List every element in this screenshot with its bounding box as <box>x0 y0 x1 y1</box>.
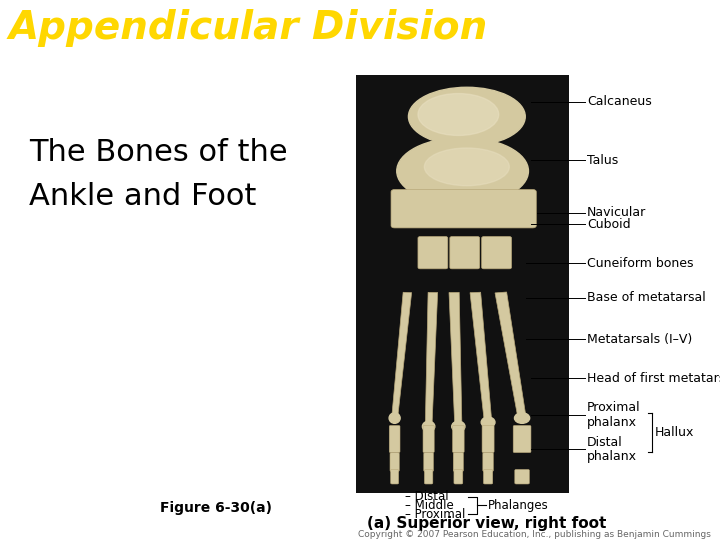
FancyBboxPatch shape <box>423 426 434 453</box>
FancyBboxPatch shape <box>513 426 531 453</box>
Ellipse shape <box>451 421 465 431</box>
Text: Phalanges: Phalanges <box>488 499 549 512</box>
Ellipse shape <box>481 417 495 428</box>
Text: (a) Superior view, right foot: (a) Superior view, right foot <box>367 516 606 531</box>
Polygon shape <box>392 292 412 418</box>
Text: Metatarsals (I–V): Metatarsals (I–V) <box>587 333 692 346</box>
FancyBboxPatch shape <box>356 75 569 494</box>
FancyBboxPatch shape <box>418 237 448 269</box>
Text: Navicular: Navicular <box>587 206 646 219</box>
FancyBboxPatch shape <box>391 190 536 228</box>
FancyBboxPatch shape <box>453 426 464 453</box>
FancyBboxPatch shape <box>390 453 400 471</box>
Ellipse shape <box>418 93 499 136</box>
Text: – Distal: – Distal <box>405 490 449 503</box>
Ellipse shape <box>423 421 435 431</box>
FancyBboxPatch shape <box>424 469 433 484</box>
Text: Ankle and Foot: Ankle and Foot <box>29 183 256 212</box>
Text: Cuneiform bones: Cuneiform bones <box>587 257 693 270</box>
Text: Distal
phalanx: Distal phalanx <box>587 436 636 463</box>
FancyBboxPatch shape <box>450 237 480 269</box>
Ellipse shape <box>408 87 526 146</box>
Ellipse shape <box>424 148 509 186</box>
Text: Proximal
phalanx: Proximal phalanx <box>587 401 640 429</box>
Text: Base of metatarsal: Base of metatarsal <box>587 291 706 304</box>
Ellipse shape <box>389 413 400 423</box>
FancyBboxPatch shape <box>482 237 511 269</box>
FancyBboxPatch shape <box>482 426 494 453</box>
FancyBboxPatch shape <box>454 453 464 471</box>
Polygon shape <box>495 292 526 418</box>
Text: Head of first metatarsal: Head of first metatarsal <box>587 372 720 385</box>
Text: Talus: Talus <box>587 154 618 167</box>
Ellipse shape <box>397 138 528 205</box>
FancyBboxPatch shape <box>454 469 463 484</box>
Polygon shape <box>426 292 438 427</box>
Polygon shape <box>449 292 462 427</box>
Text: Appendicular Division: Appendicular Division <box>9 9 488 46</box>
Text: Copyright © 2007 Pearson Education, Inc., publishing as Benjamin Cummings: Copyright © 2007 Pearson Education, Inc.… <box>358 530 711 538</box>
Text: Calcaneus: Calcaneus <box>587 95 652 108</box>
Text: – Middle: – Middle <box>405 499 454 512</box>
Polygon shape <box>470 292 492 422</box>
FancyBboxPatch shape <box>483 469 492 484</box>
FancyBboxPatch shape <box>515 469 529 484</box>
FancyBboxPatch shape <box>390 426 400 453</box>
Text: Hallux: Hallux <box>655 426 695 438</box>
Text: – Proximal: – Proximal <box>405 508 466 521</box>
Text: Cuboid: Cuboid <box>587 218 631 231</box>
Text: The Bones of the: The Bones of the <box>29 138 287 167</box>
FancyBboxPatch shape <box>483 453 493 471</box>
Ellipse shape <box>515 413 530 423</box>
FancyBboxPatch shape <box>391 469 399 484</box>
Text: Figure 6-30(a): Figure 6-30(a) <box>160 501 272 515</box>
FancyBboxPatch shape <box>424 453 433 471</box>
